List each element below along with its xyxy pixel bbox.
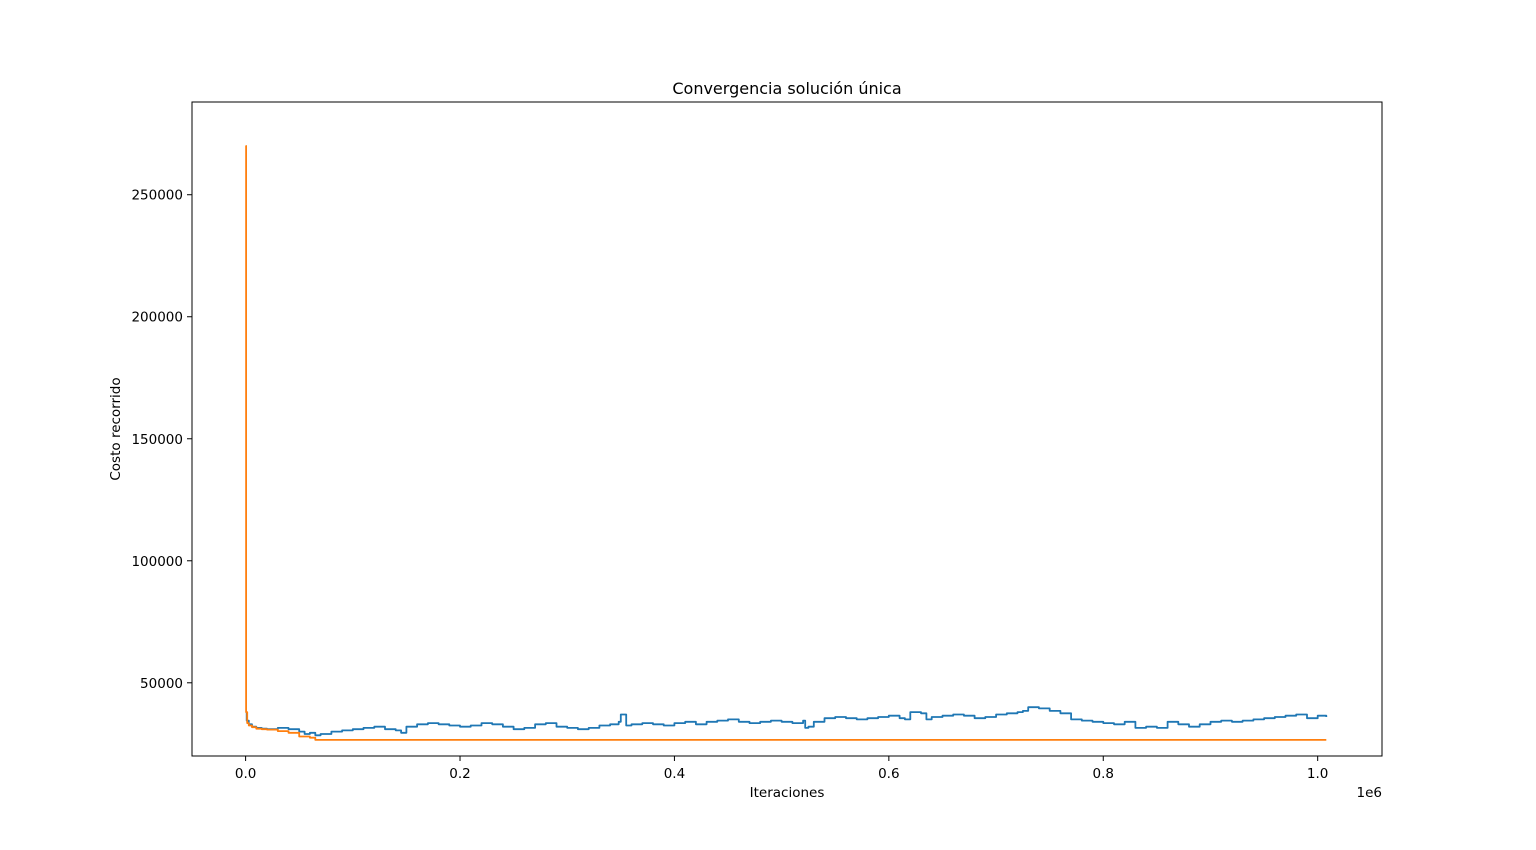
y-axis-ticks: 50000 100000 150000 200000 250000 <box>131 188 192 692</box>
x-tick-label: 0.6 <box>878 766 899 782</box>
axes-frame <box>191 101 1383 757</box>
x-tick-label: 0.4 <box>664 766 685 782</box>
series-layer <box>245 145 1328 741</box>
x-axis-label: Iteraciones <box>750 785 825 801</box>
x-axis-ticks: 0.0 0.2 0.4 0.6 0.8 1.0 <box>235 756 1328 782</box>
y-axis-label: Costo recorrido <box>108 377 124 480</box>
chart-title: Convergencia solución única <box>672 79 901 98</box>
y-tick-label: 50000 <box>140 676 183 692</box>
plot-area <box>191 101 1383 757</box>
x-tick-label: 0.2 <box>449 766 470 782</box>
x-tick-label: 0.0 <box>235 766 256 782</box>
series-line-2 <box>245 145 1327 741</box>
y-tick-label: 100000 <box>131 554 183 570</box>
x-tick-label: 0.8 <box>1093 766 1114 782</box>
y-tick-label: 250000 <box>131 188 183 204</box>
x-axis-offset-label: 1e6 <box>1357 785 1382 801</box>
series-line-1 <box>245 706 1328 737</box>
y-tick-label: 150000 <box>131 432 183 448</box>
y-tick-label: 200000 <box>131 310 183 326</box>
x-tick-label: 1.0 <box>1307 766 1328 782</box>
